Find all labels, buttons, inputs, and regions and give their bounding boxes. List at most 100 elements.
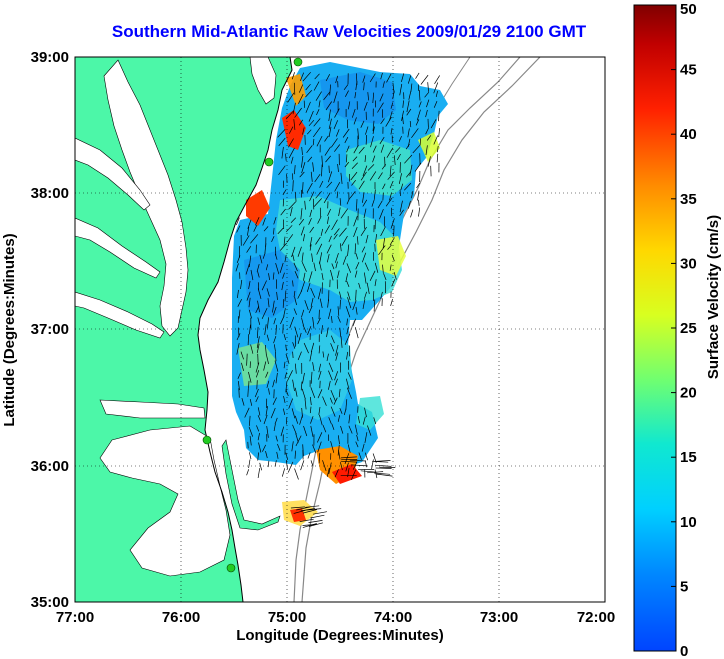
velocity-vector bbox=[385, 197, 393, 207]
velocity-vector bbox=[361, 246, 366, 253]
velocity-vector bbox=[250, 234, 259, 244]
velocity-vector bbox=[377, 102, 384, 113]
velocity-vector bbox=[288, 398, 294, 409]
velocity-vector bbox=[362, 75, 366, 83]
velocity-vector bbox=[328, 462, 332, 475]
velocity-vector bbox=[265, 264, 269, 271]
velocity-vector bbox=[301, 388, 306, 400]
velocity-vector bbox=[307, 452, 311, 459]
velocity-vector bbox=[271, 236, 275, 243]
velocity-vector bbox=[298, 84, 304, 93]
velocity-vector bbox=[312, 362, 315, 372]
velocity-vector bbox=[301, 261, 307, 272]
velocity-vector bbox=[301, 309, 305, 318]
velocity-vector bbox=[241, 362, 244, 371]
velocity-vector bbox=[318, 345, 321, 354]
velocity-vector bbox=[408, 90, 412, 100]
velocity-vector bbox=[326, 181, 333, 189]
velocity-vector bbox=[364, 262, 369, 271]
velocity-vector bbox=[328, 118, 332, 130]
velocity-vector bbox=[270, 407, 276, 419]
velocity-vector bbox=[291, 441, 294, 452]
velocity-vector bbox=[436, 153, 439, 163]
velocity-vector bbox=[236, 225, 241, 233]
velocity-vector bbox=[337, 415, 341, 422]
velocity-vector bbox=[324, 135, 329, 142]
velocity-vector bbox=[298, 119, 303, 126]
velocity-vector bbox=[418, 101, 422, 108]
velocity-vector bbox=[256, 343, 260, 353]
velocity-vector bbox=[273, 318, 276, 325]
x-tick-label: 77:00 bbox=[56, 609, 94, 626]
velocity-vector bbox=[369, 270, 376, 281]
velocity-vector bbox=[284, 254, 287, 263]
velocity-vector bbox=[303, 342, 309, 354]
velocity-vector bbox=[380, 144, 385, 153]
velocity-vector bbox=[308, 522, 323, 527]
velocity-vector bbox=[249, 415, 251, 426]
velocity-vector bbox=[297, 332, 302, 344]
velocity-vector bbox=[369, 73, 376, 83]
velocity-vector bbox=[290, 506, 305, 509]
velocity-vector bbox=[424, 91, 430, 98]
velocity-vector bbox=[297, 351, 302, 361]
velocity-vector bbox=[352, 300, 357, 311]
velocity-vector bbox=[386, 147, 394, 158]
velocity-vector bbox=[257, 288, 262, 299]
velocity-vector bbox=[256, 425, 260, 432]
velocity-vector bbox=[355, 253, 359, 260]
velocity-vector bbox=[309, 406, 312, 414]
velocity-hotspot-red bbox=[282, 110, 306, 150]
grid-lines bbox=[75, 57, 605, 602]
velocity-vector bbox=[248, 371, 252, 383]
velocity-vector bbox=[284, 372, 287, 379]
velocity-vector bbox=[327, 208, 332, 216]
velocity-vector bbox=[399, 200, 403, 213]
velocity-vector bbox=[310, 287, 316, 298]
velocity-vector bbox=[247, 334, 250, 346]
velocity-vector bbox=[362, 192, 365, 203]
velocity-vector bbox=[298, 93, 304, 104]
velocity-vector bbox=[335, 75, 339, 84]
velocity-vector bbox=[272, 379, 275, 388]
velocity-vector bbox=[264, 243, 267, 254]
velocity-vector bbox=[319, 414, 323, 426]
velocity-vector bbox=[389, 181, 394, 189]
velocity-vector bbox=[372, 126, 375, 134]
velocity-vector bbox=[360, 226, 367, 236]
velocity-vector bbox=[369, 171, 377, 181]
velocity-vector bbox=[241, 398, 245, 406]
velocity-vector bbox=[344, 333, 351, 345]
velocity-vector bbox=[257, 452, 259, 461]
velocity-vector bbox=[349, 191, 356, 199]
velocity-vector bbox=[342, 255, 347, 265]
velocity-vector bbox=[347, 244, 350, 257]
velocity-vector bbox=[256, 336, 260, 349]
velocity-vector bbox=[319, 261, 322, 271]
velocity-vector bbox=[374, 279, 377, 287]
velocity-vector bbox=[284, 290, 287, 302]
velocity-vector bbox=[304, 200, 306, 210]
velocity-vector bbox=[310, 371, 313, 384]
velocity-vector bbox=[374, 472, 391, 475]
velocity-vector bbox=[249, 324, 251, 335]
velocity-vector bbox=[321, 164, 323, 177]
velocity-vector bbox=[330, 343, 335, 352]
velocity-vector bbox=[427, 156, 431, 167]
velocity-vector bbox=[240, 351, 244, 360]
velocity-vector bbox=[264, 344, 267, 355]
velocity-vector bbox=[331, 263, 335, 270]
velocity-patch-light bbox=[286, 330, 352, 420]
velocity-vector bbox=[344, 136, 349, 144]
velocity-vector bbox=[357, 128, 359, 140]
velocity-vector bbox=[380, 118, 385, 125]
velocity-vector bbox=[322, 396, 327, 406]
velocity-vector bbox=[318, 370, 322, 380]
velocity-vector bbox=[312, 162, 315, 172]
velocity-vector bbox=[237, 372, 241, 379]
velocity-vector bbox=[311, 253, 314, 262]
velocity-vector bbox=[415, 72, 420, 79]
velocity-vector bbox=[296, 506, 311, 511]
velocity-vector bbox=[420, 74, 429, 85]
velocity-vector bbox=[373, 417, 377, 425]
